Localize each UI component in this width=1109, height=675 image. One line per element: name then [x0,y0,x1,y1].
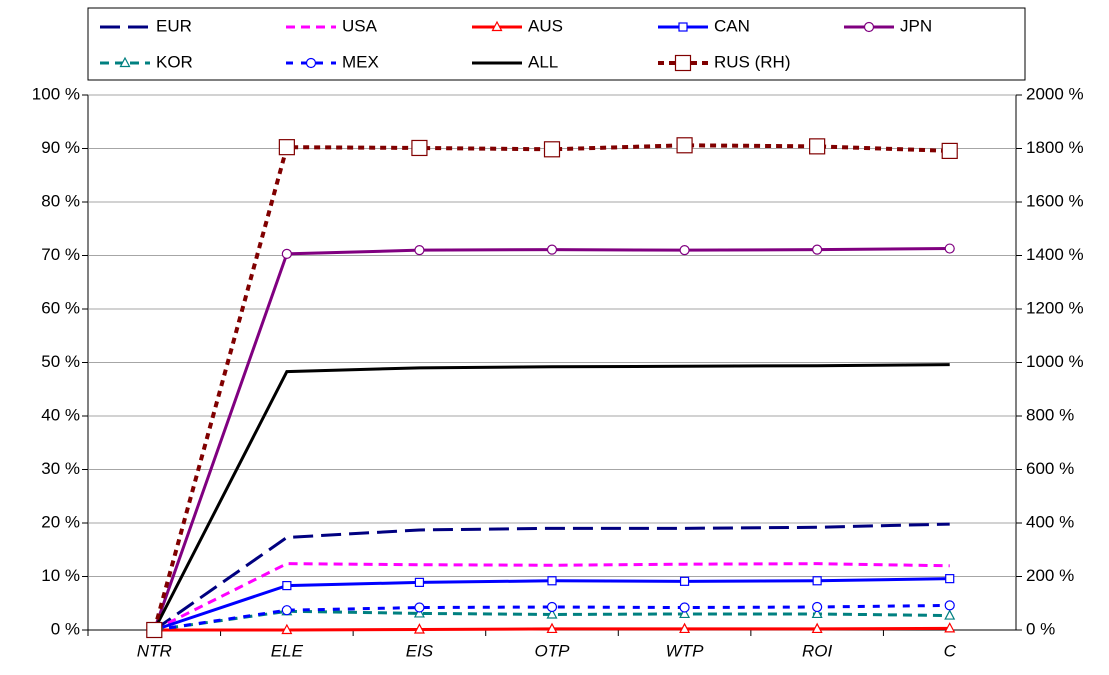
y2-tick-label: 0 % [1026,619,1055,638]
marker [944,622,956,633]
legend-box [87,7,1026,81]
marker [305,57,317,69]
marker [679,607,691,619]
x-tick-label: WTP [666,641,704,660]
marker [676,137,693,154]
y2-tick-label: 600 % [1026,459,1074,478]
marker [811,607,823,619]
legend-label: JPN [900,16,932,35]
marker [546,608,558,619]
y2-tick-label: 1800 % [1026,138,1084,157]
marker [679,622,691,634]
y-tick-label: 0 % [51,619,80,638]
y-tick-label: 40 % [41,405,80,424]
marker [679,245,690,256]
y-tick-label: 50 % [41,352,80,371]
x-tick-label: ROI [802,641,833,660]
y2-tick-label: 1600 % [1026,191,1084,210]
marker [414,602,425,613]
legend-label: AUS [528,16,563,35]
marker [414,577,425,587]
marker [674,54,692,72]
marker [863,21,875,33]
series-line [152,143,950,631]
legend-label: MEX [342,52,379,71]
marker [812,576,822,586]
y2-tick-label: 200 % [1026,566,1074,585]
marker [413,623,425,634]
y2-tick-label: 1400 % [1026,245,1084,264]
x-tick-label: OTP [535,641,571,660]
marker [546,622,558,634]
marker [413,607,425,618]
y-tick-label: 100 % [32,84,80,103]
x-tick-label: ELE [271,641,304,660]
marker [945,574,955,584]
y2-tick-label: 1200 % [1026,298,1084,317]
y-tick-label: 80 % [41,191,80,210]
y-tick-label: 10 % [41,566,80,585]
legend-label: CAN [714,16,750,35]
y-tick-label: 20 % [41,512,80,531]
marker [679,602,690,613]
marker [543,141,561,158]
marker [944,609,956,620]
legend-label: EUR [156,16,192,35]
marker [281,623,293,635]
series-line [153,562,950,632]
marker [282,580,292,591]
series-line [152,363,950,631]
y2-tick-label: 800 % [1026,405,1074,424]
marker [812,244,823,255]
marker [941,142,958,160]
marker [811,622,823,634]
marker [146,621,163,639]
y-tick-label: 30 % [41,459,80,478]
legend-label: ALL [528,52,558,71]
x-tick-label: EIS [406,641,434,660]
marker [281,605,292,616]
marker [411,139,428,157]
y-tick-label: 90 % [41,138,80,157]
y2-tick-label: 2000 % [1026,84,1084,103]
series-line [152,247,950,631]
marker [281,248,292,259]
marker [812,601,823,613]
marker [278,139,295,156]
marker [546,601,558,613]
marker [546,244,558,255]
x-tick-label: NTR [137,641,172,660]
marker [944,600,955,611]
marker [119,56,131,68]
x-tick-label: C [944,641,957,660]
marker [809,138,826,155]
series-line [153,522,950,632]
marker [491,20,503,32]
marker [414,245,425,256]
marker [679,576,690,586]
legend-label: KOR [156,52,193,71]
marker [547,576,557,586]
legend-label: RUS (RH) [714,52,791,71]
marker [678,22,688,32]
y-tick-label: 60 % [41,298,80,317]
y2-tick-label: 400 % [1026,512,1074,531]
y2-tick-label: 1000 % [1026,352,1084,371]
marker [944,243,955,254]
legend-label: USA [342,16,378,35]
y-tick-label: 70 % [41,245,80,264]
